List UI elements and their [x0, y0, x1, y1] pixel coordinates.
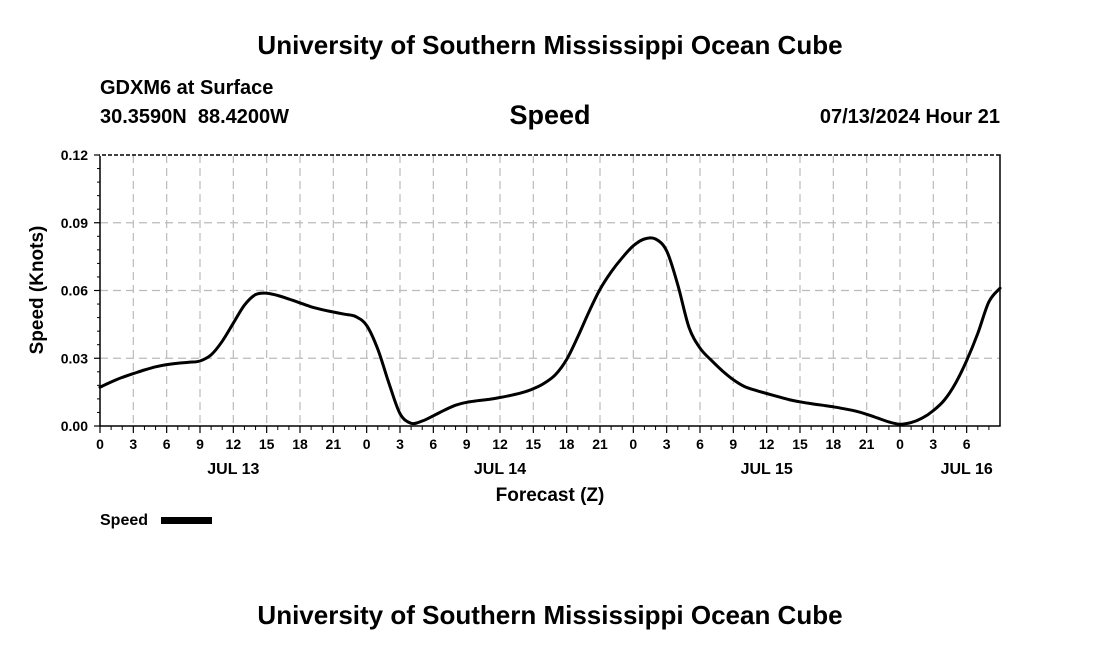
- speed-series-line: [98, 236, 1002, 426]
- date-label: JUL 16: [941, 461, 993, 478]
- grid-layer: [100, 155, 1000, 426]
- x-tick-label: 6: [429, 436, 437, 452]
- x-tick-label: 21: [859, 436, 875, 452]
- page-title: University of Southern Mississippi Ocean…: [257, 30, 843, 60]
- footer-title: University of Southern Mississippi Ocean…: [257, 600, 843, 630]
- x-tick-label: 0: [96, 436, 104, 452]
- station-label: GDXM6 at Surface: [100, 77, 274, 99]
- x-tick-label: 9: [463, 436, 471, 452]
- x-tick-label: 21: [592, 436, 608, 452]
- x-tick-label: 18: [292, 436, 308, 452]
- x-tick-label: 15: [792, 436, 808, 452]
- x-tick-label: 18: [559, 436, 575, 452]
- y-tick-label: 0.06: [61, 283, 88, 299]
- x-tick-label: 0: [629, 436, 637, 452]
- x-tick-label: 3: [929, 436, 937, 452]
- x-tick-label: 6: [696, 436, 704, 452]
- date-label: JUL 14: [474, 461, 526, 478]
- y-tick-label: 0.12: [61, 147, 88, 163]
- y-tick-label: 0.00: [61, 418, 88, 434]
- x-tick-label: 12: [492, 436, 508, 452]
- date-label: JUL 13: [207, 461, 259, 478]
- x-tick-label: 12: [759, 436, 775, 452]
- x-axis-label: Forecast (Z): [496, 485, 605, 506]
- y-tick-label: 0.09: [61, 215, 88, 231]
- x-tick-label: 18: [826, 436, 842, 452]
- series-layer: [98, 236, 1002, 426]
- x-tick-label: 0: [896, 436, 904, 452]
- x-tick-label: 9: [196, 436, 204, 452]
- x-tick-label: 3: [663, 436, 671, 452]
- date-label: JUL 15: [741, 461, 793, 478]
- x-tick-label: 12: [226, 436, 242, 452]
- axis-layer: 0 3 6 9 12 15 18 21 0 3 6 9 12 15 18 21 0 3 6 9 12 15 18 21 0 3 6 0…: [61, 147, 1000, 478]
- x-tick-label: 0: [363, 436, 371, 452]
- y-tick-label: 0.03: [61, 350, 88, 366]
- x-tick-label: 3: [396, 436, 404, 452]
- x-tick-label: 21: [326, 436, 342, 452]
- legend-label: Speed: [100, 512, 148, 529]
- x-tick-label: 6: [963, 436, 971, 452]
- y-axis-label: Speed (Knots): [27, 226, 48, 355]
- forecast-datetime: 07/13/2024 Hour 21: [819, 106, 1000, 128]
- x-tick-label: 15: [259, 436, 275, 452]
- x-tick-label: 9: [729, 436, 737, 452]
- x-tick-label: 3: [129, 436, 137, 452]
- coordinates-label: 30.3590N 88.4200W: [100, 106, 290, 128]
- chart-title: Speed: [509, 100, 591, 130]
- legend-swatch: [161, 517, 212, 524]
- x-tick-label: 15: [526, 436, 542, 452]
- x-tick-label: 6: [163, 436, 171, 452]
